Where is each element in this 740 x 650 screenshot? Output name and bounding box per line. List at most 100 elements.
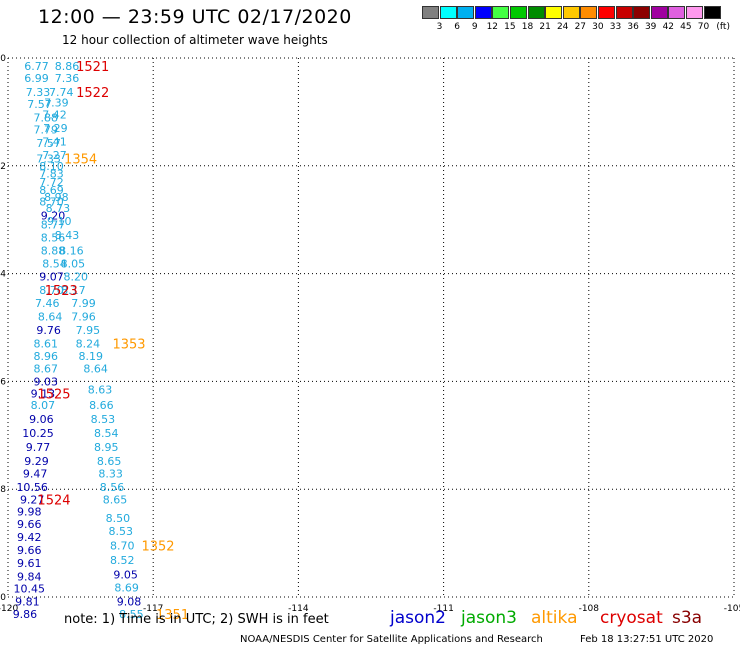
- wave-height-value: 9.76: [36, 324, 61, 337]
- wave-height-value: 9.27: [20, 493, 45, 506]
- wave-height-value: 9.86: [13, 608, 38, 621]
- legend-label: 24: [556, 22, 569, 32]
- pass-label: 1523: [45, 284, 78, 299]
- legend-label: 12: [486, 22, 499, 32]
- legend-swatch: [527, 6, 545, 19]
- wave-height-value: 10.56: [16, 481, 48, 494]
- wave-height-value: 9.03: [34, 375, 59, 388]
- legend-label: 70: [697, 22, 710, 32]
- legend-label: 15: [504, 22, 516, 32]
- wave-height-value: 8.55: [119, 608, 144, 621]
- wave-height-value: 9.98: [17, 505, 42, 518]
- satellite-jason3: jason3: [461, 608, 517, 628]
- wave-height-value: 8.50: [106, 512, 131, 525]
- wave-height-value: 8.20: [64, 270, 89, 283]
- wave-height-value: 8.10: [39, 160, 64, 173]
- legend-label: 30: [592, 22, 604, 32]
- legend-swatch: [492, 6, 510, 19]
- wave-height-value: 9.61: [17, 557, 42, 570]
- wave-height-value: 9.05: [113, 568, 138, 581]
- wave-height-value: 7.46: [35, 297, 60, 310]
- wave-height-value: 8.70: [110, 539, 135, 552]
- x-tick-label: -108: [579, 604, 600, 614]
- legend-label: 42: [662, 22, 675, 32]
- wave-height-value: 9.77: [26, 441, 51, 454]
- wave-height-value: 9.20: [41, 209, 66, 222]
- legend-swatch: [598, 6, 615, 19]
- legend-swatch: [686, 6, 703, 19]
- wave-height-value: 7.57: [36, 137, 61, 150]
- generated-timestamp: Feb 18 13:27:51 UTC 2020: [580, 634, 714, 645]
- wave-height-value: 10.45: [14, 582, 46, 595]
- pass-label: 1524: [37, 493, 70, 508]
- x-tick-label: -117: [143, 604, 163, 614]
- wave-height-value: 9.08: [117, 595, 142, 608]
- wave-height-value: 8.07: [31, 399, 56, 412]
- wave-height-value: 7.74: [49, 86, 74, 99]
- legend-label: 6: [454, 22, 460, 32]
- wave-height-value: 8.56: [41, 231, 66, 244]
- wave-height-value: 8.73: [46, 202, 71, 215]
- wave-height-value: 8.61: [34, 338, 59, 351]
- wave-height-value: 7.79: [34, 124, 59, 137]
- wave-height-value: 10.25: [22, 427, 54, 440]
- wave-height-value: 8.63: [88, 383, 113, 396]
- wave-height-value: 8.95: [94, 441, 119, 454]
- satellite-s3a: s3a: [672, 608, 703, 628]
- chart-title: 12:00 — 23:59 UTC 02/17/2020: [38, 6, 352, 28]
- legend-label: 39: [644, 22, 657, 32]
- wave-height-value: 8.86: [55, 60, 80, 73]
- legend-swatch: [422, 6, 439, 19]
- legend-label: 45: [680, 22, 692, 32]
- wave-height-value: 9.10: [47, 215, 72, 228]
- wave-height-value: 7.57: [27, 98, 52, 111]
- y-tick-label: -2: [0, 162, 6, 172]
- legend-swatch: [439, 6, 457, 19]
- wave-height-value: 7.72: [39, 176, 64, 189]
- wave-height-value: 7.95: [76, 324, 101, 337]
- legend-swatch: [668, 6, 686, 19]
- legend-swatch: [703, 6, 721, 19]
- wave-height-value: 7.96: [71, 311, 96, 324]
- wave-height-value: 8.24: [76, 338, 101, 351]
- y-tick-label: 0: [0, 54, 6, 64]
- wave-height-value: 6.99: [24, 72, 49, 85]
- wave-height-value: 8.69: [39, 184, 64, 197]
- pass-label: 1522: [76, 86, 109, 101]
- wave-height-value: 8.33: [98, 468, 123, 481]
- legend-unit: (ft): [716, 22, 730, 32]
- pass-label: 1351: [156, 608, 189, 623]
- y-tick-label: -4: [0, 270, 6, 280]
- wave-height-value: 8.67: [34, 362, 59, 375]
- legend-swatch: [474, 6, 492, 19]
- wave-height-value: 8.69: [114, 581, 139, 594]
- pass-label: 1352: [141, 539, 174, 554]
- legend-swatch: [545, 6, 563, 19]
- legend-swatch: [615, 6, 633, 19]
- legend-swatch: [562, 6, 580, 19]
- x-tick-label: -111: [433, 604, 453, 614]
- wave-height-value: 8.54: [94, 427, 119, 440]
- wave-height-value: 9.66: [17, 518, 42, 531]
- wave-height-value: 8.64: [83, 362, 108, 375]
- wave-height-value: 8.70: [39, 195, 64, 208]
- wave-height-value: 9.42: [17, 531, 42, 544]
- y-tick-label: -6: [0, 377, 6, 387]
- wave-height-value: 7.99: [71, 297, 96, 310]
- wave-height-value: 9.81: [15, 595, 40, 608]
- wave-height-value: 7.39: [44, 97, 69, 110]
- legend-swatch: [580, 6, 598, 19]
- wave-height-value: 9.84: [17, 571, 42, 584]
- legend-label: 21: [539, 22, 551, 32]
- satellite-altika: altika: [531, 608, 578, 628]
- wave-height-value: 7.27: [42, 149, 67, 162]
- wave-height-value: 8.53: [109, 525, 134, 538]
- x-tick-label: -120: [0, 604, 18, 614]
- wave-height-value: 8.53: [91, 413, 116, 426]
- wave-height-value: 8.96: [34, 350, 59, 363]
- wave-height-value: 7.36: [55, 72, 80, 85]
- x-tick-label: -114: [288, 604, 309, 614]
- wave-height-value: 9.07: [39, 270, 64, 283]
- legend-label: 9: [471, 22, 478, 32]
